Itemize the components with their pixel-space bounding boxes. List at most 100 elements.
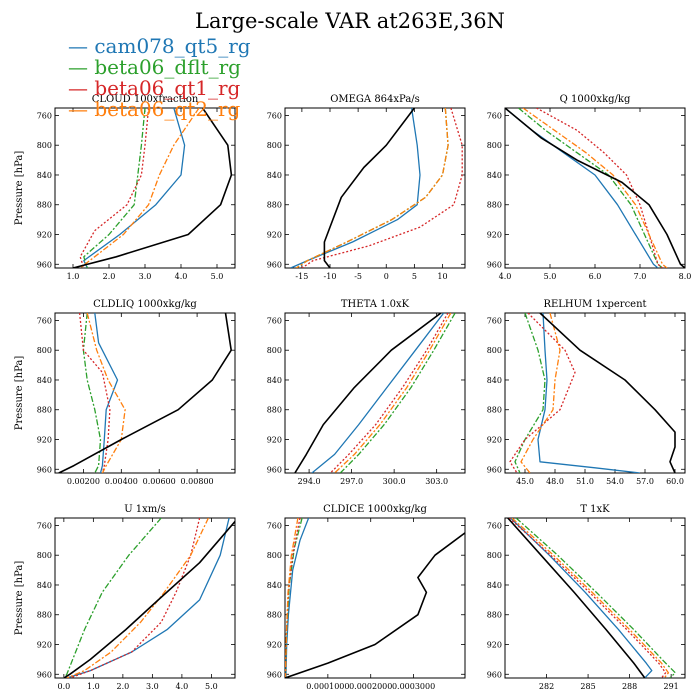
y-tick-label: 960 bbox=[487, 670, 502, 679]
y-tick-label: 760 bbox=[37, 111, 52, 120]
y-tick-label: 960 bbox=[37, 260, 52, 269]
y-tick-label: 840 bbox=[37, 376, 52, 385]
x-tick-label: -15 bbox=[295, 272, 308, 281]
chart-panel: CLOUD 100xfraction Pressure [hPa] 760 800 84… bbox=[14, 94, 236, 281]
panel-title: RELHUM 1xpercent bbox=[543, 299, 646, 310]
panel-title: CLDICE 1000xkg/kg bbox=[323, 504, 427, 515]
x-tick-label: 54.0 bbox=[606, 477, 624, 486]
y-tick-label: 880 bbox=[267, 201, 282, 210]
series-line-cam078_qt5_rg bbox=[66, 518, 230, 678]
series-line-cam078_qt5_rg bbox=[311, 313, 445, 473]
x-tick-label: 0.00200 bbox=[67, 477, 100, 486]
series-line-beta06_qt1_rg bbox=[79, 108, 150, 268]
series-line-cam078_qt5_rg bbox=[285, 518, 310, 678]
series-line-reference bbox=[507, 518, 646, 678]
x-tick-label: 5.0 bbox=[544, 272, 557, 281]
y-tick-label: 960 bbox=[267, 465, 282, 474]
y-tick-label: 920 bbox=[37, 436, 52, 445]
figure-title: Large-scale VAR at263E,36N bbox=[195, 9, 505, 33]
y-tick-label: 800 bbox=[487, 346, 502, 355]
series-line-cam078_qt5_rg bbox=[537, 313, 641, 473]
legend-swatch: — bbox=[68, 76, 95, 100]
chart-panel: OMEGA 864xPa/s 760 800 840 880 920 960 -15 -10 -5… bbox=[267, 94, 466, 281]
series-line-beta06_qt2_rg bbox=[86, 313, 126, 473]
y-tick-label: 960 bbox=[267, 260, 282, 269]
x-tick-label: 45.0 bbox=[516, 477, 534, 486]
plot-frame bbox=[504, 312, 686, 474]
y-tick-label: 840 bbox=[267, 376, 282, 385]
x-tick-label: 297.0 bbox=[340, 477, 363, 486]
y-tick-label: 960 bbox=[37, 670, 52, 679]
series-line-beta06_dflt_rg bbox=[295, 108, 449, 268]
x-tick-label: 291 bbox=[664, 682, 679, 691]
y-tick-label: 840 bbox=[37, 581, 52, 590]
legend: — cam078_qt5_rg — beta06_dflt_rg — beta0… bbox=[68, 36, 251, 120]
series-line-beta06_dflt_rg bbox=[518, 108, 663, 268]
series-line-reference bbox=[539, 313, 676, 473]
chart-panel: U 1xm/s Pressure [hPa] 760 800 840 880 920 960 0… bbox=[14, 504, 236, 691]
series-line-reference bbox=[285, 532, 465, 678]
y-tick-label: 920 bbox=[487, 231, 502, 240]
x-tick-label: 285 bbox=[580, 682, 595, 691]
plot-frame bbox=[54, 312, 236, 474]
y-tick-label: 760 bbox=[487, 521, 502, 530]
legend-item-qt1: — beta06_qt1_rg bbox=[68, 78, 251, 99]
y-tick-label: 880 bbox=[487, 611, 502, 620]
panel-title: Q 1000xkg/kg bbox=[560, 94, 631, 105]
series-line-reference bbox=[294, 313, 442, 473]
plot-frame bbox=[284, 312, 466, 474]
x-tick-label: 0.0001000 bbox=[306, 682, 349, 691]
series-line-beta06_qt2_rg bbox=[334, 313, 452, 473]
x-tick-label: 282 bbox=[539, 682, 554, 691]
x-tick-label: 60.0 bbox=[666, 477, 684, 486]
y-tick-label: 880 bbox=[37, 611, 52, 620]
x-tick-label: 3.0 bbox=[139, 272, 152, 281]
chart-panel: CLDICE 1000xkg/kg 760 800 840 880 920 960 0.000… bbox=[267, 504, 466, 691]
panel-title: U 1xm/s bbox=[124, 504, 166, 515]
y-tick-label: 920 bbox=[487, 641, 502, 650]
x-tick-label: 51.0 bbox=[576, 477, 594, 486]
y-tick-label: 920 bbox=[37, 231, 52, 240]
y-tick-label: 760 bbox=[267, 521, 282, 530]
y-tick-label: 840 bbox=[267, 171, 282, 180]
y-tick-label: 880 bbox=[267, 611, 282, 620]
x-tick-label: 4.0 bbox=[175, 272, 188, 281]
chart-panel: Q 1000xkg/kg 760 800 840 880 920 960 4.0 5.0 6.0 7… bbox=[487, 94, 692, 281]
chart-panel: RELHUM 1xpercent 760 800 840 880 920 960 45.0 48… bbox=[487, 299, 686, 486]
series-line-reference bbox=[58, 313, 232, 473]
series-line-beta06_dflt_rg bbox=[514, 313, 546, 473]
x-tick-label: 7.0 bbox=[634, 272, 647, 281]
legend-swatch: — bbox=[68, 97, 95, 121]
chart-panel: CLDLIQ 1000xkg/kg Pressure [hPa] 760 800 840… bbox=[14, 299, 236, 486]
x-tick-label: 4.0 bbox=[499, 272, 512, 281]
y-tick-label: 920 bbox=[487, 436, 502, 445]
legend-label: beta06_qt1_rg bbox=[94, 76, 241, 100]
y-tick-label: 800 bbox=[267, 551, 282, 560]
series-line-beta06_qt2_rg bbox=[520, 313, 561, 473]
y-tick-label: 800 bbox=[267, 346, 282, 355]
y-tick-label: 960 bbox=[37, 465, 52, 474]
y-tick-label: 800 bbox=[267, 141, 282, 150]
series-line-cam078_qt5_rg bbox=[505, 108, 659, 268]
x-tick-label: 0.00800 bbox=[181, 477, 214, 486]
series-line-beta06_qt2_rg bbox=[295, 108, 449, 268]
x-tick-label: 1.0 bbox=[87, 682, 100, 691]
y-tick-label: 880 bbox=[37, 406, 52, 415]
x-tick-label: 6.0 bbox=[589, 272, 602, 281]
y-tick-label: 920 bbox=[267, 231, 282, 240]
plot-frame bbox=[54, 107, 236, 269]
series-line-beta06_qt1_rg bbox=[329, 313, 449, 473]
x-tick-label: 10 bbox=[437, 272, 447, 281]
legend-swatch: — bbox=[68, 55, 95, 79]
x-tick-label: 300.0 bbox=[383, 477, 406, 486]
series-line-beta06_qt1_rg bbox=[301, 108, 463, 268]
y-tick-label: 920 bbox=[267, 436, 282, 445]
y-tick-label: 960 bbox=[487, 260, 502, 269]
x-tick-label: 4.0 bbox=[176, 682, 189, 691]
plot-frame bbox=[54, 517, 236, 679]
legend-item-qt2: — beta06_qt2_rg bbox=[68, 99, 251, 120]
y-tick-label: 760 bbox=[487, 316, 502, 325]
series-line-beta06_qt2_rg bbox=[522, 108, 668, 268]
panel-title: CLOUD 100xfraction bbox=[92, 94, 199, 105]
